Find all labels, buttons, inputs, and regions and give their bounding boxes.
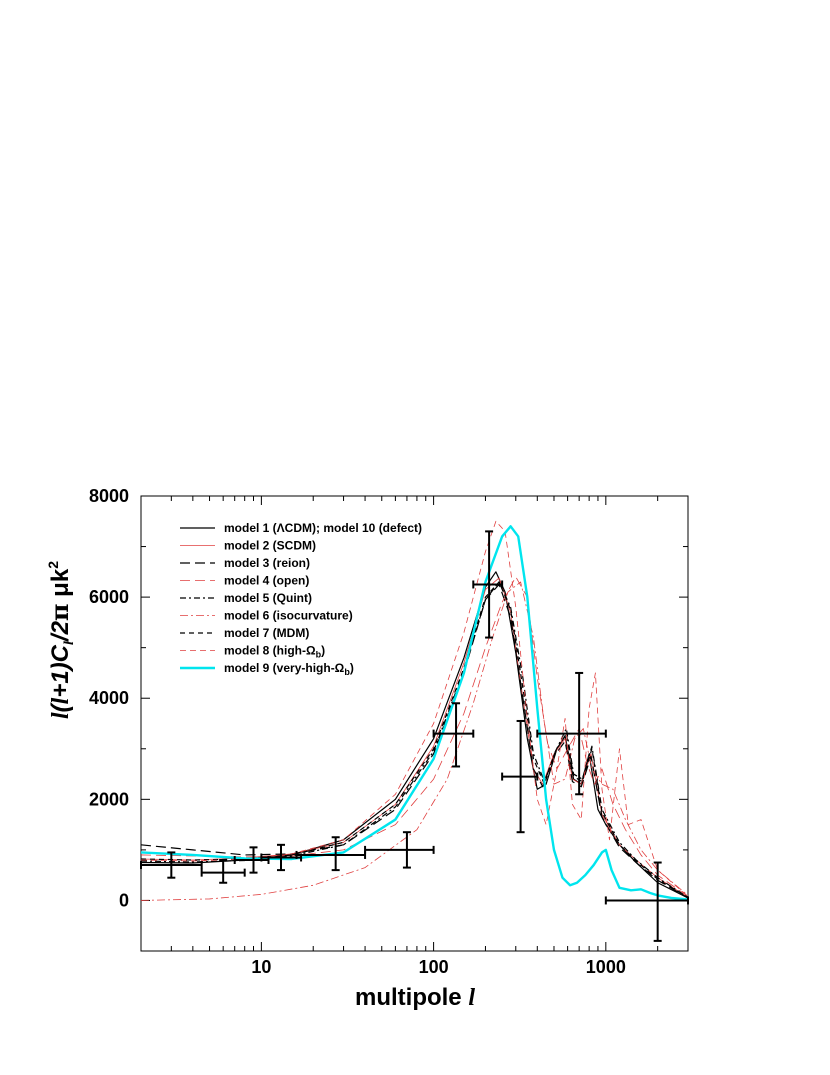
x-axis-title: multipole l <box>355 984 475 1011</box>
data-point-3 <box>233 846 270 874</box>
x-axis-title-text: multipole <box>355 984 468 1011</box>
data-point-6 <box>364 831 435 869</box>
legend-label: model 8 (high-Ωb) <box>224 644 325 660</box>
legend-label-end: ) <box>350 661 354 675</box>
legend-label-subscript: b <box>344 667 350 677</box>
data-point-7 <box>432 702 475 768</box>
legend-label-text: model 3 (reion) <box>224 556 310 570</box>
series-line-6 <box>141 581 688 901</box>
x-tick-label: 100 <box>419 957 449 977</box>
y-axis-title-pi: π <box>45 603 74 621</box>
series-line-8 <box>141 520 688 897</box>
y-tick-label: 8000 <box>89 486 129 506</box>
legend-label-text: model 2 (SCDM) <box>224 539 316 553</box>
y-axis-title-l1: l <box>48 712 74 719</box>
legend-label-end: ) <box>321 644 325 658</box>
y-axis-title-sub: l <box>62 641 77 645</box>
legend-label-text: model 9 (very-high-Ω <box>224 661 345 675</box>
legend: model 1 (ΛCDM); model 10 (defect) model 2… <box>180 521 422 677</box>
x-axis-title-variable: l <box>468 985 475 1011</box>
legend-label: model 1 (ΛCDM); model 10 (defect) <box>224 521 422 535</box>
legend-label-text: model 1 (ΛCDM); model 10 (defect) <box>224 521 422 535</box>
legend-label-subscript: b <box>316 650 322 660</box>
data-point-11 <box>604 861 689 942</box>
legend-label-text: model 7 (MDM) <box>224 626 309 640</box>
y-tick-label: 6000 <box>89 587 129 607</box>
legend-item-4: model 4 (open) <box>180 574 309 588</box>
legend-item-8: model 8 (high-Ωb) <box>180 644 325 660</box>
legend-item-1: model 1 (ΛCDM); model 10 (defect) <box>180 521 422 535</box>
legend-label: model 7 (MDM) <box>224 626 309 640</box>
legend-item-3: model 3 (reion) <box>180 556 310 570</box>
legend-label: model 5 (Quint) <box>224 591 312 605</box>
x-axis-ticks: 10 100 1000 <box>140 496 689 977</box>
y-axis-title-c: C <box>47 644 74 662</box>
legend-label-text: model 5 (Quint) <box>224 591 312 605</box>
data-point-9 <box>501 719 539 834</box>
series-line-9 <box>141 525 688 901</box>
y-tick-label: 0 <box>119 890 129 910</box>
legend-item-7: model 7 (MDM) <box>180 626 309 640</box>
x-tick-label: 1000 <box>586 957 626 977</box>
data-point-10 <box>536 671 607 796</box>
y-axis-title-l2: l <box>48 697 74 704</box>
y-axis-title-p1: ( <box>47 701 74 712</box>
data-point-5 <box>295 836 367 872</box>
series-line-5 <box>141 581 688 898</box>
x-tick-label: 10 <box>251 957 271 977</box>
legend-label-text: model 8 (high-Ω <box>224 644 316 658</box>
legend-label: model 9 (very-high-Ωb) <box>224 661 354 677</box>
series-line-4 <box>141 576 688 897</box>
y-tick-label: 2000 <box>89 789 129 809</box>
data-points-layer <box>140 530 689 942</box>
legend-item-2: model 2 (SCDM) <box>180 539 316 553</box>
legend-item-9: model 9 (very-high-Ωb) <box>180 661 354 677</box>
legend-label: model 4 (open) <box>224 574 309 588</box>
y-tick-label: 4000 <box>89 688 129 708</box>
plot-frame <box>140 495 689 952</box>
data-point-2 <box>200 859 246 884</box>
data-point-1 <box>140 851 203 879</box>
y-axis-ticks: 0 2000 4000 6000 8000 <box>89 486 688 952</box>
legend-label: model 6 (isocurvature) <box>224 609 353 623</box>
y-axis-title-sup: 2 <box>45 561 61 569</box>
legend-label-text: model 4 (open) <box>224 574 309 588</box>
data-point-8 <box>472 530 504 639</box>
y-axis-title: l(l+1)Cl/2π μk2 <box>45 561 77 719</box>
legend-item-5: model 5 (Quint) <box>180 591 312 605</box>
data-point-4 <box>260 843 303 872</box>
legend-item-6: model 6 (isocurvature) <box>180 609 353 623</box>
series-line-1 <box>141 571 688 899</box>
legend-label: model 2 (SCDM) <box>224 539 316 553</box>
legend-label: model 3 (reion) <box>224 556 310 570</box>
legend-label-text: model 6 (isocurvature) <box>224 609 353 623</box>
y-axis-title-p2: +1) <box>47 662 74 697</box>
y-axis-title-units: μk <box>47 568 74 603</box>
y-axis-title-p3: /2 <box>47 620 74 642</box>
